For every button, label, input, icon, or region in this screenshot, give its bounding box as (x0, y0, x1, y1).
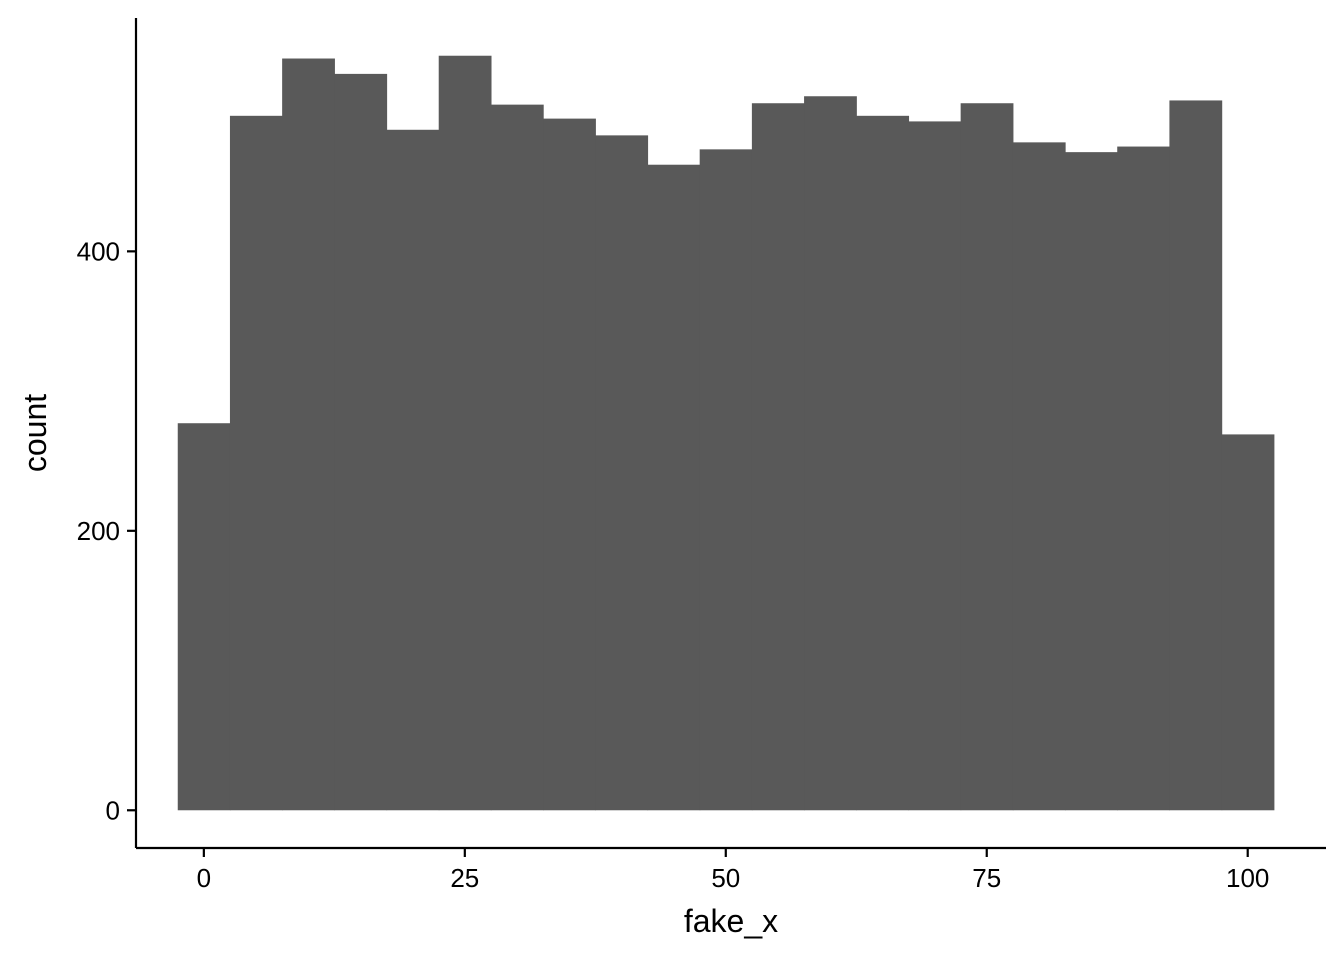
x-tick-label: 75 (972, 863, 1001, 893)
histogram-bar (490, 104, 544, 811)
histogram-bar (1012, 142, 1066, 811)
histogram-bar (1117, 146, 1171, 811)
x-tick-label: 0 (197, 863, 211, 893)
y-tick-label: 400 (77, 236, 120, 266)
x-ticks-group: 0 25 50 75 100 (197, 848, 1269, 893)
histogram-bar (960, 103, 1014, 811)
histogram-bar (699, 149, 753, 811)
y-axis-title: count (17, 394, 53, 472)
histogram-bar (177, 423, 231, 811)
histogram-bar (334, 73, 388, 811)
x-tick-label: 100 (1226, 863, 1269, 893)
histogram-bar (438, 55, 492, 811)
x-tick-label: 50 (711, 863, 740, 893)
axes-group (134, 18, 1326, 850)
histogram-bar (282, 58, 335, 811)
x-tick-label: 25 (450, 863, 479, 893)
histogram-bar (1169, 100, 1223, 811)
bars-group (177, 55, 1275, 811)
histogram-bar (543, 118, 596, 811)
histogram-bar (647, 164, 701, 811)
histogram-bar (908, 121, 962, 811)
histogram-bar (1065, 152, 1118, 811)
y-tick-label: 0 (106, 795, 120, 825)
histogram-bar (1221, 434, 1275, 811)
x-axis-title: fake_x (684, 903, 778, 939)
histogram-bar (804, 96, 857, 811)
y-ticks-group: 0 200 400 (77, 236, 136, 825)
histogram-bar (595, 135, 649, 811)
y-tick-label: 200 (77, 516, 120, 546)
histogram-bar (751, 103, 805, 811)
histogram-bar (856, 115, 910, 811)
histogram-bar (229, 115, 283, 811)
histogram-bar (386, 129, 440, 811)
